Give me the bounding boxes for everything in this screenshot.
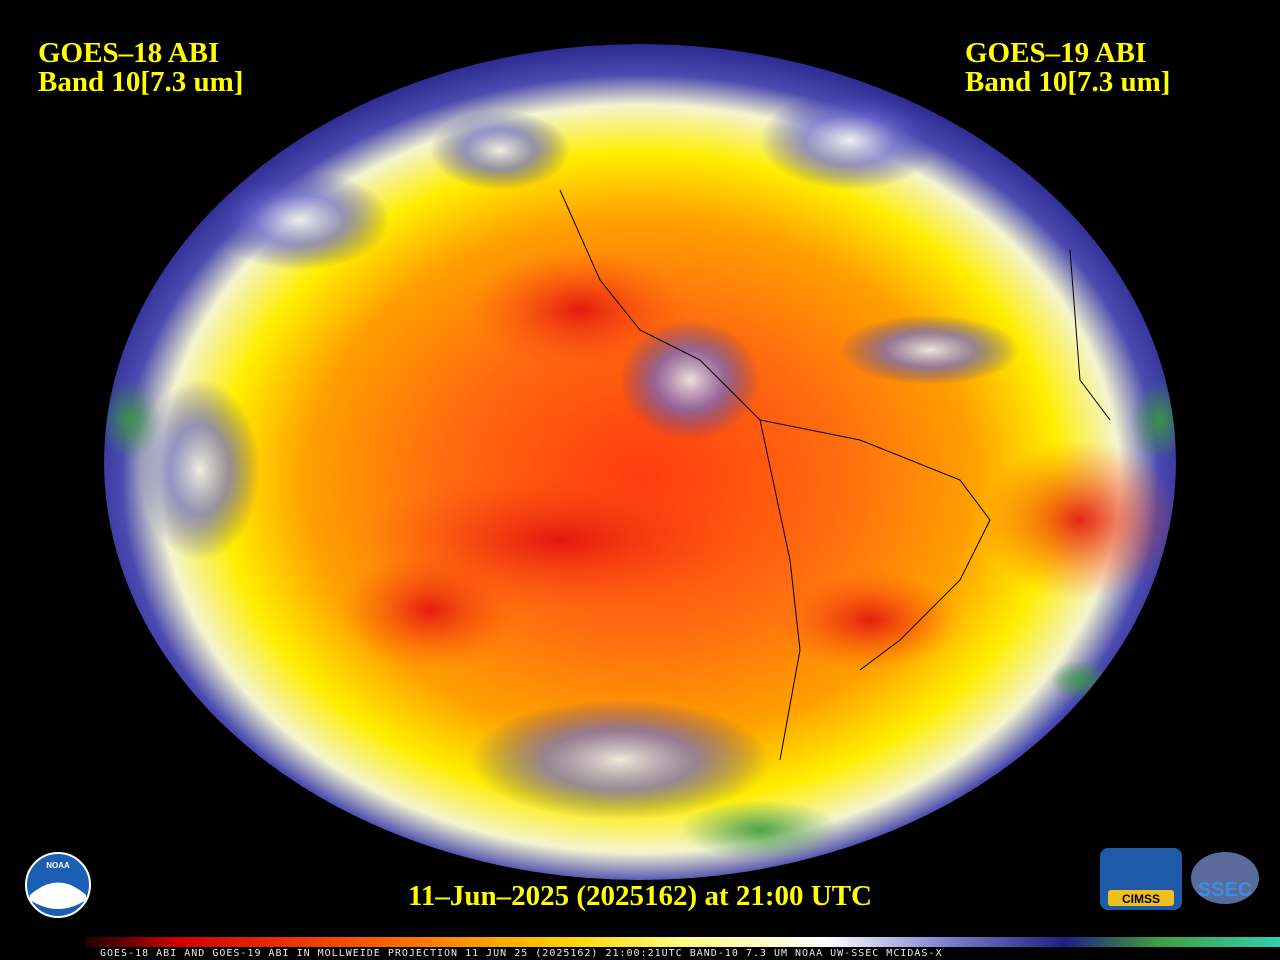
ssec-logo: SSEC xyxy=(1191,852,1259,904)
left-satellite: GOES–18 ABI xyxy=(38,37,219,69)
footer-text: GOES-18 ABI AND GOES-19 ABI IN MOLLWEIDE… xyxy=(100,948,942,959)
noaa-text: NOAA xyxy=(46,861,70,870)
cimss-logo: CIMSS xyxy=(1100,848,1182,910)
timestamp: 11–Jun–2025 (2025162) at 21:00 UTC xyxy=(408,880,872,912)
ssec-text: SSEC xyxy=(1198,879,1252,901)
color-bar xyxy=(85,937,1280,947)
left-band: Band 10[7.3 um] xyxy=(38,66,243,98)
globe xyxy=(104,44,1176,880)
noaa-logo: NOAA xyxy=(25,852,91,918)
cimss-text: CIMSS xyxy=(1122,892,1160,906)
right-satellite: GOES–19 ABI xyxy=(965,37,1146,69)
right-band: Band 10[7.3 um] xyxy=(965,66,1170,98)
